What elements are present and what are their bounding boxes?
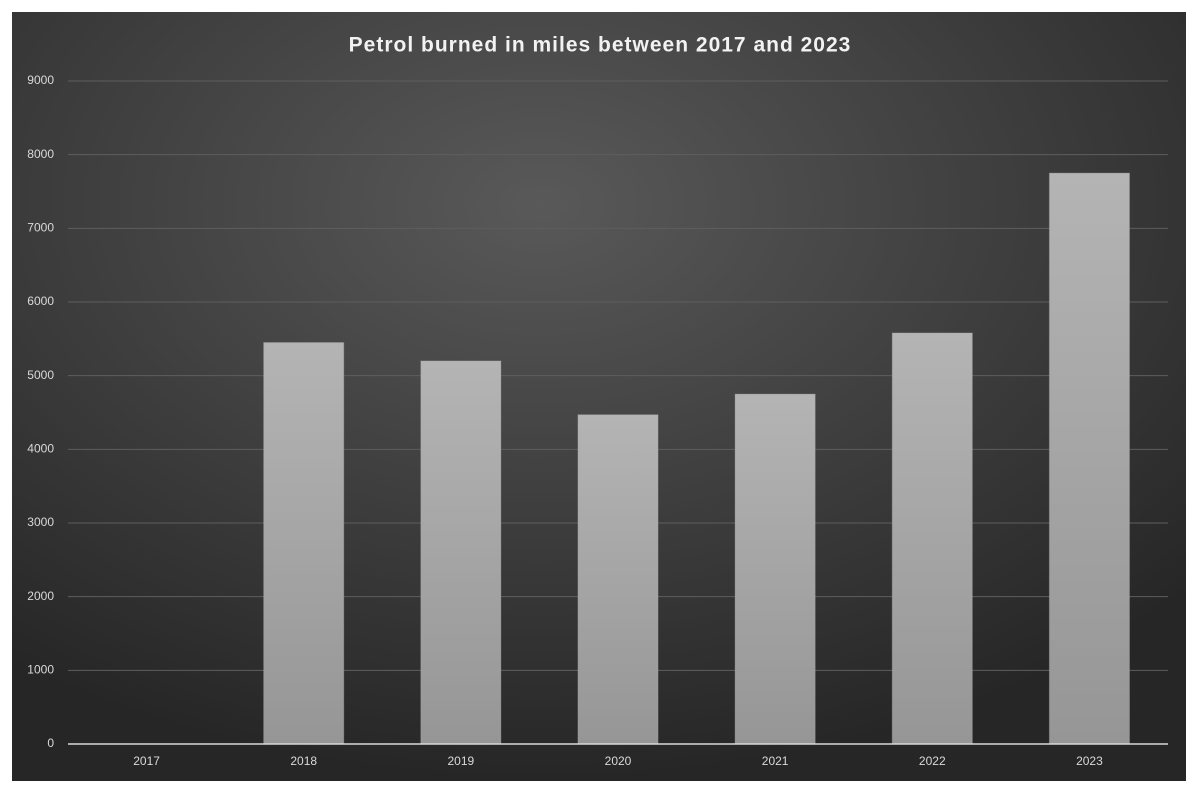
- x-tick-label: 2017: [133, 754, 160, 768]
- bar: [734, 393, 816, 745]
- bar: [577, 414, 659, 745]
- y-tick-label: 9000: [27, 73, 54, 87]
- y-tick-label: 3000: [27, 515, 54, 529]
- x-tick-label: 2020: [605, 754, 632, 768]
- y-tick-label: 4000: [27, 442, 54, 456]
- x-tick-label: 2018: [290, 754, 317, 768]
- y-tick-label: 6000: [27, 294, 54, 308]
- chart-title: Petrol burned in miles between 2017 and …: [349, 34, 852, 57]
- x-tick-label: 2023: [1076, 754, 1103, 768]
- y-tick-label: 5000: [27, 368, 54, 382]
- y-tick-label: 1000: [27, 663, 54, 677]
- y-tick-label: 8000: [27, 147, 54, 161]
- y-tick-label: 0: [47, 736, 54, 750]
- x-tick-label: 2019: [448, 754, 475, 768]
- bar: [420, 360, 502, 745]
- x-tick-label: 2021: [762, 754, 789, 768]
- y-tick-label: 7000: [27, 221, 54, 235]
- bar: [263, 342, 345, 745]
- bar: [1048, 172, 1131, 745]
- x-tick-label: 2022: [919, 754, 946, 768]
- y-tick-label: 2000: [27, 589, 54, 603]
- bar: [891, 332, 973, 745]
